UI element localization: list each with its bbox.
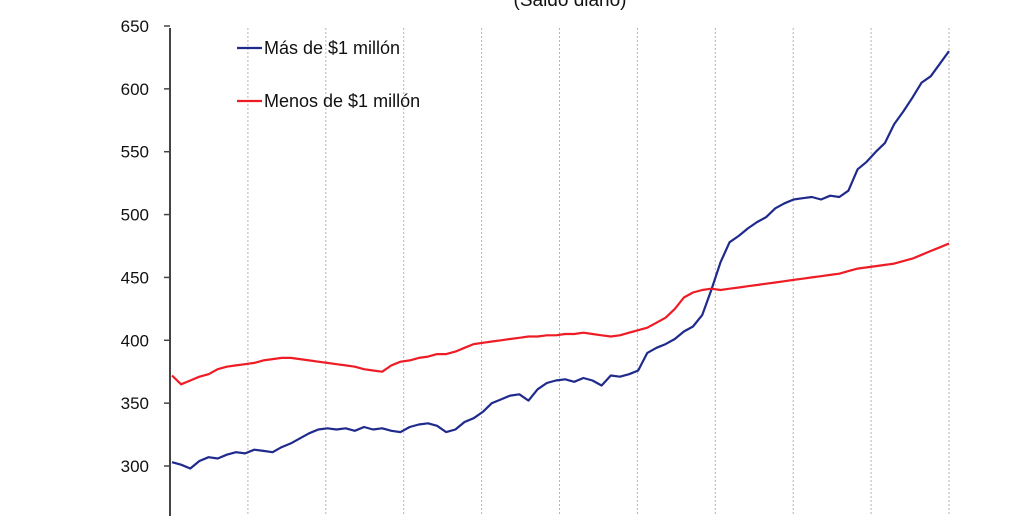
series-group [171, 50, 950, 470]
y-tick-label: 650 [121, 17, 149, 36]
y-tick-label: 450 [121, 268, 149, 287]
chart-subtitle: (Saldo diario) [514, 0, 627, 11]
y-tick-label: 400 [121, 331, 149, 350]
y-axis: 300 350 400 450 500 550 600 650 [121, 17, 171, 516]
series-line-mas-de-1-millon [171, 50, 950, 470]
y-tick-label: 300 [121, 457, 149, 476]
y-tick-label: 350 [121, 394, 149, 413]
gridlines [247, 28, 950, 516]
y-tick-label: 500 [121, 206, 149, 225]
legend: Más de $1 millón Menos de $1 millón [237, 38, 420, 111]
legend-label: Más de $1 millón [264, 38, 400, 58]
legend-label: Menos de $1 millón [264, 91, 420, 111]
y-tick-label: 550 [121, 143, 149, 162]
series-line-menos-de-1-millon [171, 242, 950, 386]
y-tick-label: 600 [121, 80, 149, 99]
